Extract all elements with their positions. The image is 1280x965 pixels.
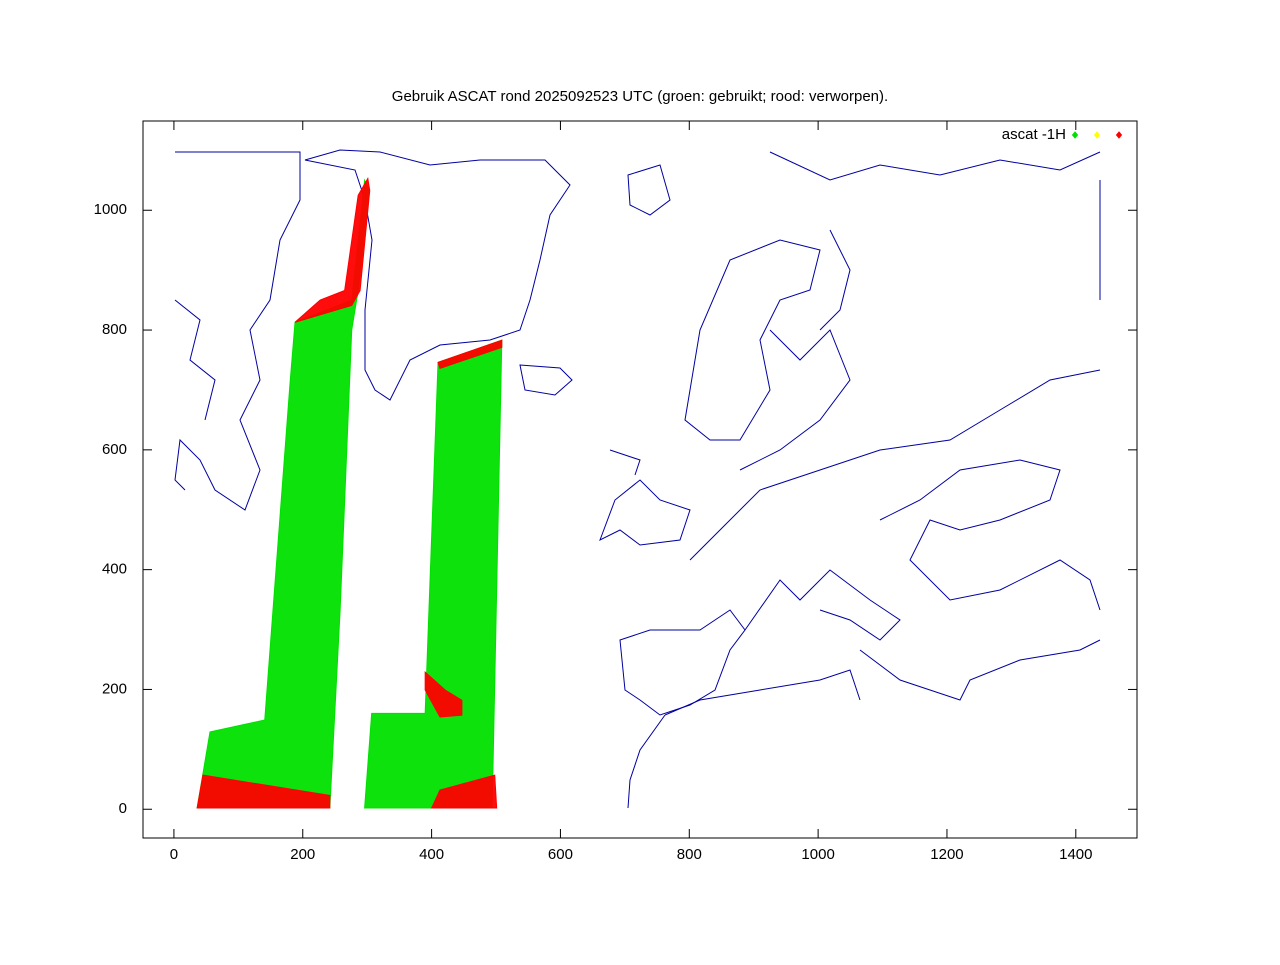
coastline <box>739 151 1101 471</box>
data-region <box>430 774 498 809</box>
coastline <box>689 369 1101 611</box>
data-region <box>294 177 371 323</box>
coastline <box>599 449 691 546</box>
y-tick-label: 0 <box>119 800 127 817</box>
coastline <box>174 151 301 511</box>
x-tick-label: 400 <box>419 846 444 863</box>
data-region <box>196 178 370 809</box>
x-tick-label: 200 <box>290 846 315 863</box>
x-tick-label: 600 <box>548 846 573 863</box>
x-tick-label: 1000 <box>801 846 834 863</box>
chart-title: Gebruik ASCAT rond 2025092523 UTC (groen… <box>392 88 888 105</box>
coastline <box>684 239 821 441</box>
y-tick-label: 400 <box>102 561 127 578</box>
plot-frame <box>142 120 1138 839</box>
x-tick-label: 0 <box>170 846 178 863</box>
y-tick-label: 600 <box>102 441 127 458</box>
x-tick-label: 1200 <box>930 846 963 863</box>
coastline <box>627 669 861 809</box>
coastline <box>627 164 671 216</box>
legend-marker <box>1071 131 1079 139</box>
data-region <box>424 670 463 718</box>
legend-marker <box>1093 131 1101 139</box>
data-region <box>437 339 503 370</box>
coastline <box>304 149 571 401</box>
coastline <box>619 569 1101 716</box>
legend-label: ascat -1H <box>1002 126 1066 143</box>
coastlines <box>174 149 1101 809</box>
x-tick-label: 1400 <box>1059 846 1092 863</box>
y-tick-label: 200 <box>102 680 127 697</box>
y-tick-label: 800 <box>102 321 127 338</box>
coastline <box>519 364 573 396</box>
legend-marker <box>1115 131 1123 139</box>
y-tick-label: 1000 <box>94 201 127 218</box>
x-tick-label: 800 <box>677 846 702 863</box>
data-region <box>196 774 331 809</box>
